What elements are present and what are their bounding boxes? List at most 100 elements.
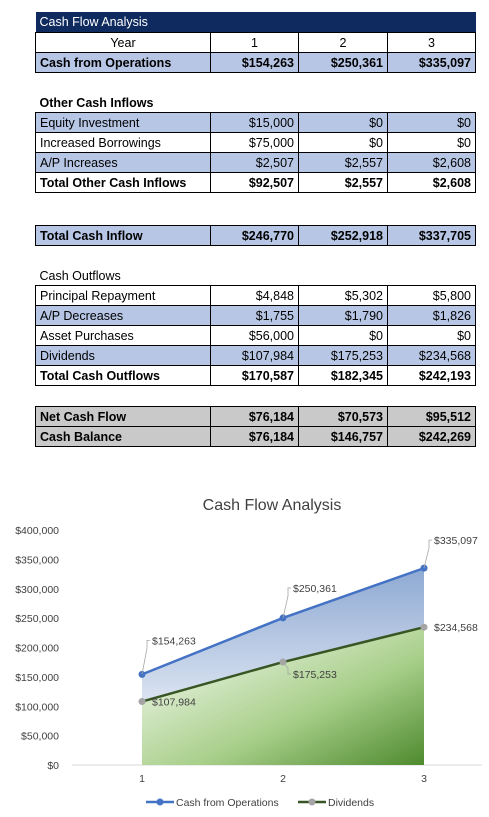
spacer-cell — [36, 193, 476, 214]
other-inflow-row: Equity Investment $15,000 $0 $0 — [35, 112, 476, 133]
outflow-row: Dividends $107,984 $175,253 $234,568 — [35, 345, 476, 366]
legend-label: Cash from Operations — [176, 797, 279, 809]
row-value: $182,345 — [298, 365, 388, 386]
cash-flow-table: Cash Flow Analysis Year 1 2 3 Cash from Opera… — [35, 12, 476, 447]
row-label: Cash from Operations — [35, 52, 211, 73]
ops-data-label: $335,097 — [434, 535, 478, 547]
row-value: $146,757 — [298, 426, 388, 447]
row-value: $0 — [387, 132, 476, 153]
row-value: $242,269 — [387, 426, 476, 447]
row-value: $250,361 — [298, 52, 388, 73]
table-title: Cash Flow Analysis — [35, 12, 476, 33]
row-value: $337,705 — [387, 225, 476, 246]
row-value: $4,848 — [210, 285, 299, 306]
y-tick-label: $150,000 — [15, 672, 59, 684]
total-outflows-row: Total Cash Outflows $170,587 $182,345 $242,… — [35, 365, 476, 386]
row-value: $170,587 — [210, 365, 299, 386]
row-value: $234,568 — [387, 345, 476, 366]
spacer-cell — [36, 386, 476, 407]
spacer-cell — [36, 73, 476, 94]
spacer-row — [36, 193, 476, 214]
outflows-title: Cash Outflows — [39, 268, 121, 283]
legend-label: Dividends — [328, 797, 374, 809]
row-value: $2,557 — [298, 172, 388, 193]
row-label: Increased Borrowings — [35, 132, 211, 153]
row-value: $1,755 — [210, 305, 299, 326]
row-value: $5,302 — [298, 285, 388, 306]
dividends-area — [142, 627, 424, 765]
dividends-point — [420, 623, 428, 631]
spacer-cell — [36, 246, 476, 267]
row-label: A/P Decreases — [35, 305, 211, 326]
row-value: $5,800 — [387, 285, 476, 306]
y-tick-label: $350,000 — [15, 554, 59, 566]
data-label-leader — [282, 587, 291, 619]
row-value: $0 — [387, 325, 476, 346]
spacer-row — [36, 73, 476, 94]
year-header: 1 — [210, 32, 299, 53]
row-label: Net Cash Flow — [35, 406, 211, 427]
y-tick-label: $50,000 — [21, 731, 59, 743]
row-label: Asset Purchases — [35, 325, 211, 346]
x-tick-label: 3 — [421, 773, 427, 785]
spacer-row — [36, 386, 476, 407]
spacer-row — [36, 213, 476, 226]
net-cash-flow-row: Net Cash Flow $76,184 $70,573 $95,512 — [35, 406, 476, 427]
row-value: $92,507 — [210, 172, 299, 193]
y-tick-label: $100,000 — [15, 701, 59, 713]
cash-flow-table-sheet: Cash Flow Analysis Year 1 2 3 Cash from Opera… — [35, 12, 476, 447]
row-value: $0 — [298, 325, 388, 346]
spacer-cell — [36, 213, 476, 226]
row-value: $2,608 — [387, 172, 476, 193]
legend-marker — [308, 798, 316, 806]
row-value: $76,184 — [210, 426, 299, 447]
dividends-data-label: $234,568 — [434, 622, 478, 634]
row-label: Equity Investment — [35, 112, 211, 133]
other-inflow-row: Increased Borrowings $75,000 $0 $0 — [35, 132, 476, 153]
y-tick-label: $250,000 — [15, 613, 59, 625]
ops-data-label: $250,361 — [293, 583, 337, 595]
x-tick-label: 1 — [139, 773, 145, 785]
legend-marker — [156, 798, 164, 806]
outflow-row: Principal Repayment $4,848 $5,302 $5,800 — [35, 285, 476, 306]
ops-row: Cash from Operations $154,263 $250,361 $335… — [35, 52, 476, 73]
table-title-row: Cash Flow Analysis — [35, 12, 476, 33]
spacer-row — [36, 246, 476, 267]
data-label-leader — [423, 539, 432, 569]
row-value: $246,770 — [210, 225, 299, 246]
row-value: $0 — [298, 132, 388, 153]
total-other-inflows-row: Total Other Cash Inflows $92,507 $2,557 $2,… — [35, 172, 476, 193]
row-value: $75,000 — [210, 132, 299, 153]
other-inflow-row: A/P Increases $2,507 $2,557 $2,608 — [35, 152, 476, 173]
row-label: Cash Balance — [35, 426, 211, 447]
dividends-data-label: $107,984 — [152, 697, 196, 709]
row-value: $70,573 — [298, 406, 388, 427]
row-label: Total Other Cash Inflows — [35, 172, 211, 193]
row-value: $56,000 — [210, 325, 299, 346]
row-value: $1,826 — [387, 305, 476, 326]
row-value: $242,193 — [387, 365, 476, 386]
year-label: Year — [35, 32, 211, 53]
row-label: Total Cash Inflow — [35, 225, 211, 246]
total-cash-inflow-row: Total Cash Inflow $246,770 $252,918 $337,70… — [35, 225, 476, 246]
row-value: $0 — [298, 112, 388, 133]
cash-flow-chart: Cash Flow Analysis $0 $50,000 $100,000 $150… — [15, 497, 482, 809]
y-tick-label: $300,000 — [15, 584, 59, 596]
row-value: $2,507 — [210, 152, 299, 173]
chart-title: Cash Flow Analysis — [203, 497, 342, 514]
row-value: $252,918 — [298, 225, 388, 246]
row-value: $107,984 — [210, 345, 299, 366]
row-value: $335,097 — [387, 52, 476, 73]
other-inflows-title-row: Other Cash Inflows — [36, 93, 476, 113]
y-tick-label: $400,000 — [15, 525, 59, 537]
year-header: 3 — [387, 32, 476, 53]
data-label-leader — [282, 661, 291, 675]
dividends-data-label: $175,253 — [293, 669, 337, 681]
outflow-row: Asset Purchases $56,000 $0 $0 — [35, 325, 476, 346]
row-value: $154,263 — [210, 52, 299, 73]
y-tick-label: $0 — [47, 760, 59, 772]
row-value: $76,184 — [210, 406, 299, 427]
row-value: $175,253 — [298, 345, 388, 366]
x-tick-label: 2 — [280, 773, 286, 785]
year-header-row: Year 1 2 3 — [35, 32, 476, 53]
